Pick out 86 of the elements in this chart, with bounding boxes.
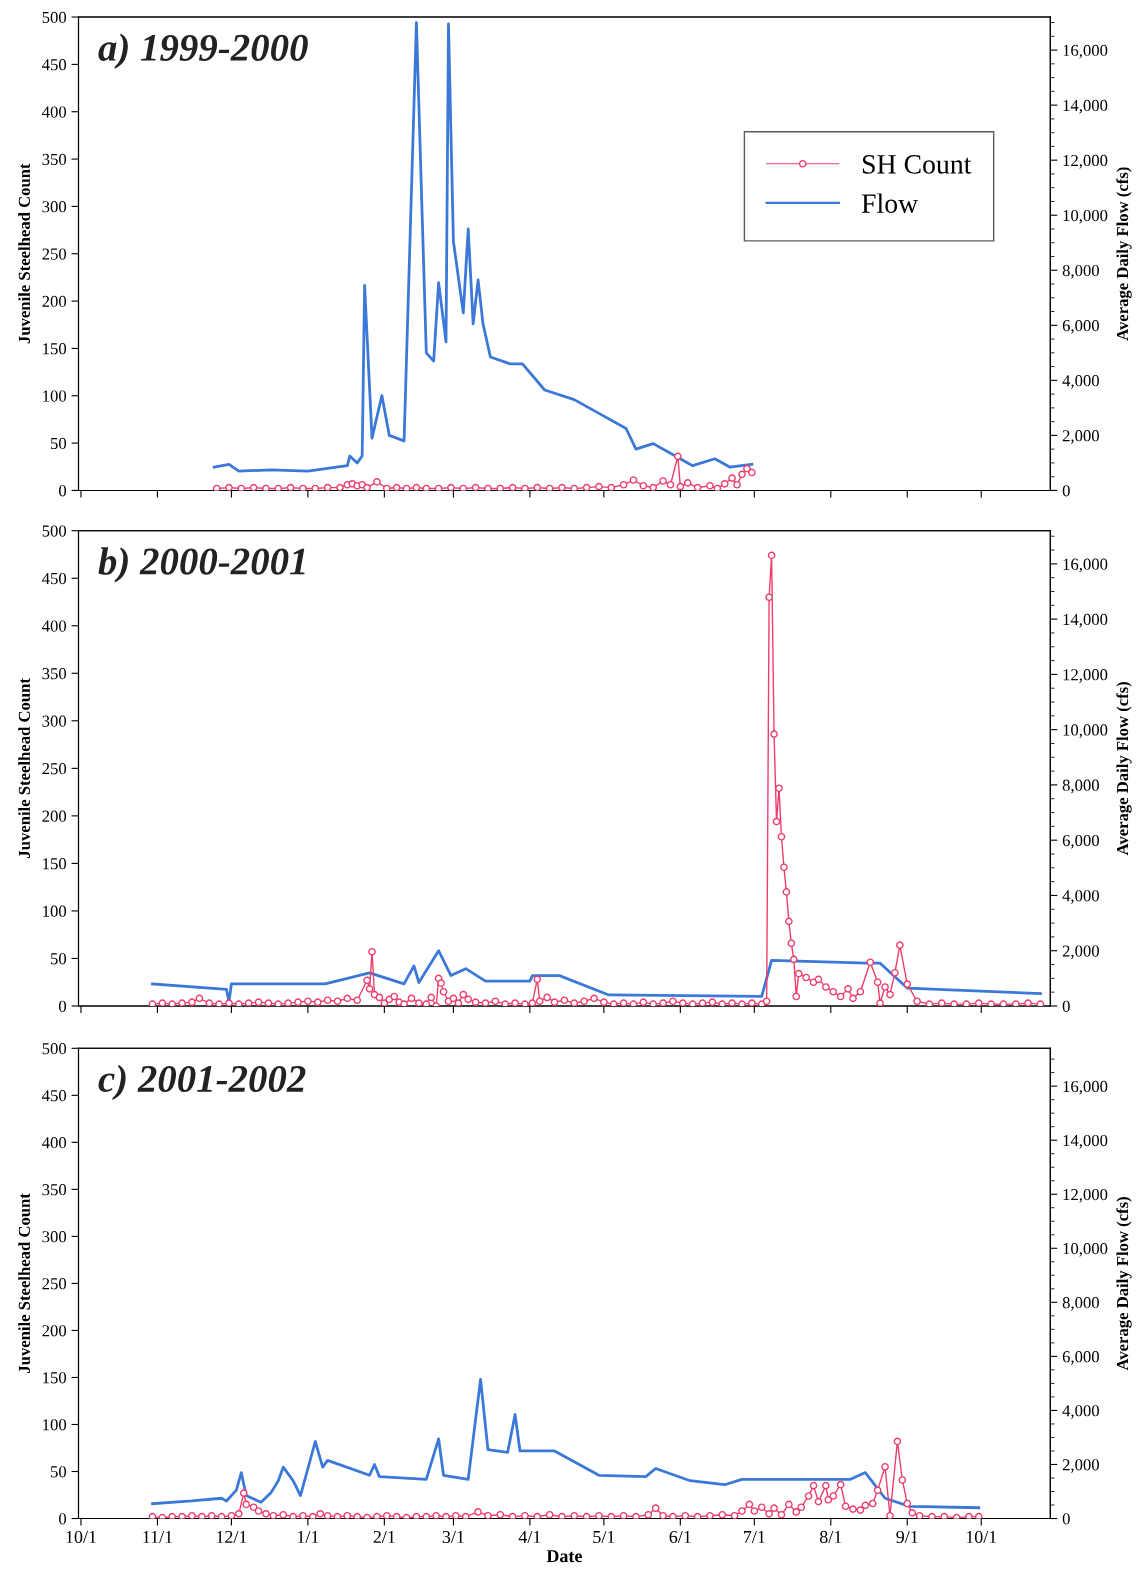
y-tick-label: 500 [42, 11, 67, 23]
y2-tick-label: 8,000 [1062, 264, 1099, 279]
y2-tick-label: 4,000 [1062, 375, 1099, 389]
legend-label: Flow [861, 193, 919, 213]
x-axis-title: Date [546, 1550, 582, 1563]
x-tick-label: 2/1 [373, 1530, 395, 1544]
y-axis-title: Juvenile Steelhead Count [18, 1193, 31, 1373]
y2-tick-label: 4,000 [1062, 890, 1099, 904]
x-tick-label: 1/1 [297, 1530, 319, 1544]
y-tick-label: 400 [42, 1137, 67, 1149]
y-tick-label: 450 [42, 572, 67, 585]
y-tick-label: 250 [42, 248, 67, 260]
y2-axis-title: Average Daily Flow (cfs) [1116, 167, 1132, 341]
x-tick-label: 11/1 [143, 1530, 173, 1544]
y2-tick-label: 2,000 [1062, 945, 1099, 960]
y-tick-label: 300 [42, 715, 67, 727]
y-tick-label: 400 [42, 620, 67, 632]
y2-tick-label: 14,000 [1063, 613, 1108, 628]
y-tick-label: 400 [42, 106, 67, 118]
y-tick-label: 300 [42, 201, 67, 213]
y2-axis-title: Average Daily Flow (cfs) [1116, 1197, 1132, 1371]
y-tick-label: 200 [42, 810, 67, 822]
y2-tick-label: 14,000 [1063, 1134, 1108, 1149]
y-tick-label: 450 [42, 59, 67, 71]
y-tick-label: 150 [43, 1372, 67, 1384]
y2-tick-label: 0 [1062, 1513, 1070, 1525]
chart-title: a) 1999-2000 [98, 33, 308, 69]
x-tick-label: 7/1 [743, 1530, 765, 1544]
y2-tick-label: 16,000 [1063, 44, 1108, 59]
y2-tick-label: 10,000 [1063, 209, 1108, 224]
y2-tick-label: 10,000 [1063, 1242, 1108, 1257]
chart-title: b) 2000-2001 [98, 547, 305, 583]
y2-tick-label: 4,000 [1062, 1405, 1099, 1419]
x-tick-label: 5/1 [593, 1530, 615, 1544]
y2-tick-label: 0 [1062, 1000, 1070, 1012]
y-tick-label: 200 [42, 1325, 67, 1337]
y-tick-label: 250 [42, 1278, 67, 1290]
x-tick-label: 8/1 [819, 1530, 842, 1544]
y-tick-label: 100 [43, 1419, 67, 1431]
y-tick-label: 150 [43, 343, 67, 355]
y2-tick-label: 12,000 [1063, 1188, 1108, 1203]
x-tick-label: 12/1 [216, 1530, 247, 1544]
y2-tick-label: 16,000 [1063, 1080, 1108, 1095]
x-tick-label: 10/1 [66, 1530, 96, 1544]
y2-tick-label: 0 [1062, 485, 1070, 497]
y2-tick-label: 16,000 [1063, 558, 1108, 573]
y-tick-label: 0 [59, 1513, 67, 1525]
y2-tick-label: 12,000 [1063, 154, 1108, 169]
y-tick-label: 350 [42, 1184, 67, 1196]
y2-tick-label: 8,000 [1062, 779, 1099, 794]
y2-tick-label: 10,000 [1063, 724, 1108, 738]
y-tick-label: 100 [43, 905, 67, 917]
y-tick-label: 50 [51, 953, 67, 965]
y2-tick-label: 6,000 [1062, 1351, 1099, 1365]
y-tick-label: 350 [42, 667, 67, 680]
y-tick-label: 50 [51, 1466, 67, 1478]
x-tick-label: 10/1 [966, 1530, 997, 1544]
y-tick-label: 150 [43, 858, 67, 870]
y-tick-label: 0 [59, 1000, 67, 1012]
x-tick-label: 6/1 [669, 1530, 691, 1544]
y2-tick-label: 12,000 [1063, 669, 1108, 683]
y-tick-label: 50 [51, 437, 67, 450]
y-tick-label: 0 [59, 485, 67, 497]
y-tick-label: 200 [42, 295, 67, 308]
y2-tick-label: 2,000 [1062, 430, 1099, 444]
y2-axis-title: Average Daily Flow (cfs) [1116, 681, 1132, 856]
chart-title: c) 2001-2002 [98, 1064, 306, 1101]
y2-tick-label: 2,000 [1062, 1459, 1099, 1473]
x-tick-label: 3/1 [442, 1530, 464, 1544]
y-tick-label: 300 [42, 1231, 67, 1243]
y-axis-title: Juvenile Steelhead Count [18, 678, 31, 858]
y2-tick-label: 6,000 [1062, 834, 1099, 849]
legend-label: SH Count [862, 155, 972, 174]
y-tick-label: 450 [42, 1090, 67, 1102]
line-series [151, 1377, 981, 1510]
y-tick-label: 500 [42, 1043, 67, 1055]
y2-tick-label: 14,000 [1063, 99, 1108, 114]
x-tick-label: 9/1 [896, 1530, 918, 1544]
y-tick-label: 500 [42, 525, 67, 537]
y2-tick-label: 8,000 [1062, 1297, 1099, 1311]
y-tick-label: 100 [43, 390, 67, 402]
y-tick-label: 350 [42, 153, 67, 166]
y-tick-label: 250 [42, 763, 67, 775]
x-tick-label: 4/1 [518, 1530, 541, 1544]
y-axis-title: Juvenile Steelhead Count [18, 163, 31, 344]
y2-tick-label: 6,000 [1062, 320, 1099, 334]
